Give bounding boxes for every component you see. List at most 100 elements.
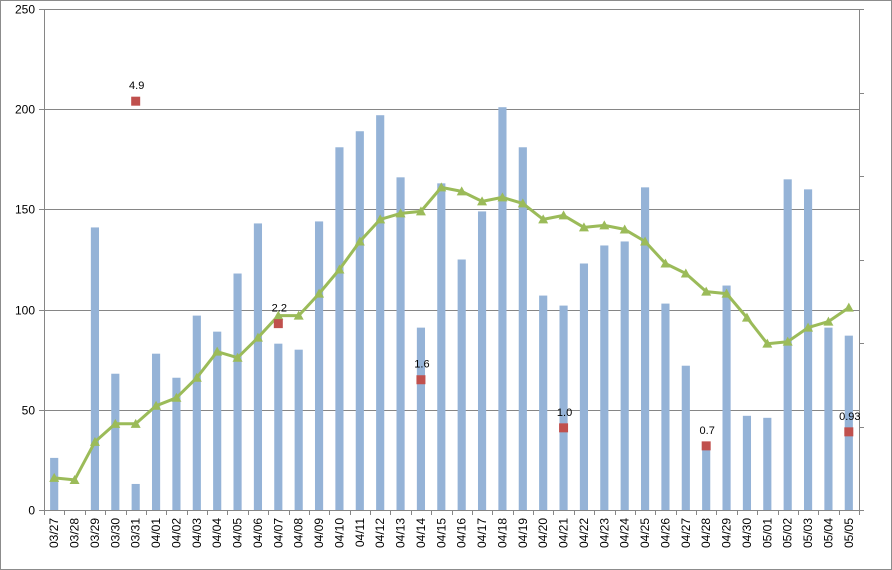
y-tick-label: 0 bbox=[28, 504, 35, 518]
x-tick-label: 05/03 bbox=[801, 518, 815, 548]
scatter-point bbox=[416, 375, 426, 385]
bar bbox=[844, 335, 853, 510]
bar bbox=[111, 373, 120, 510]
line-point bbox=[334, 264, 345, 274]
x-tick-label: 04/10 bbox=[332, 518, 346, 548]
scatter-series: 4.9 2.2 1.6 1.0 0.7 0.93 bbox=[129, 80, 861, 451]
line-point bbox=[314, 288, 325, 298]
x-tick-label: 04/04 bbox=[210, 518, 224, 548]
data-label: 2.2 bbox=[272, 303, 287, 315]
x-tick-label: 04/12 bbox=[373, 518, 387, 548]
bar bbox=[437, 183, 446, 510]
x-tick-label: 04/22 bbox=[577, 518, 591, 548]
x-tick-label: 04/17 bbox=[475, 518, 489, 548]
x-tick-label: 04/01 bbox=[149, 518, 163, 548]
y-tick-label: 250 bbox=[15, 3, 35, 17]
line-point bbox=[558, 210, 569, 220]
x-tick-label: 04/18 bbox=[495, 518, 509, 548]
x-tick-label: 04/06 bbox=[251, 518, 265, 548]
line-series bbox=[49, 182, 854, 484]
tick-labels: 0 50 100 150 200 250 03/27 03/28 03/29 03/30 03/31… bbox=[15, 3, 856, 549]
bar bbox=[702, 443, 711, 510]
x-tick-label: 04/25 bbox=[638, 518, 652, 548]
bar bbox=[314, 221, 324, 510]
line-point bbox=[354, 236, 365, 246]
x-tick-label: 04/15 bbox=[434, 518, 448, 548]
line-point bbox=[395, 208, 406, 218]
bar bbox=[416, 327, 426, 510]
line-point bbox=[477, 196, 488, 206]
bar bbox=[376, 115, 385, 510]
line-point bbox=[130, 418, 141, 428]
data-label: 4.9 bbox=[129, 80, 144, 92]
bar bbox=[763, 417, 772, 510]
line-point bbox=[151, 400, 162, 410]
line-point bbox=[843, 302, 854, 312]
y-tick-label: 200 bbox=[15, 103, 35, 117]
line-point bbox=[660, 258, 671, 268]
line-point bbox=[69, 474, 80, 484]
bar bbox=[151, 353, 161, 510]
x-tick-label: 04/29 bbox=[720, 518, 734, 548]
line-point bbox=[497, 192, 508, 202]
data-label: 1.0 bbox=[557, 407, 572, 419]
x-tick-label: 03/29 bbox=[88, 518, 102, 548]
bar bbox=[620, 241, 629, 511]
bar bbox=[213, 331, 222, 510]
line-point bbox=[680, 268, 691, 278]
bar bbox=[253, 223, 263, 511]
bar bbox=[477, 211, 487, 511]
bar bbox=[233, 273, 242, 510]
bar bbox=[640, 187, 650, 510]
x-tick-label: 05/01 bbox=[760, 518, 774, 548]
x-tick-label: 05/02 bbox=[781, 518, 795, 548]
scatter-point bbox=[844, 427, 854, 437]
x-tick-label: 04/30 bbox=[740, 518, 754, 548]
bar bbox=[824, 327, 833, 510]
line-point bbox=[212, 346, 223, 356]
x-tick-label: 04/28 bbox=[699, 518, 713, 548]
bar bbox=[50, 457, 59, 510]
line-point bbox=[89, 436, 100, 446]
x-tick-label: 04/14 bbox=[414, 518, 428, 548]
x-tick-label: 04/27 bbox=[679, 518, 693, 548]
x-tick-label: 03/27 bbox=[47, 518, 61, 548]
line-point bbox=[252, 332, 263, 342]
bar bbox=[131, 483, 140, 510]
bar bbox=[742, 415, 752, 510]
bar bbox=[192, 315, 201, 510]
line-point bbox=[599, 220, 610, 230]
x-tick-label: 04/02 bbox=[169, 518, 183, 548]
trend-line bbox=[54, 185, 850, 482]
line-point bbox=[803, 322, 814, 332]
line-point bbox=[191, 372, 202, 382]
bar bbox=[355, 131, 364, 510]
line-point bbox=[415, 206, 426, 216]
data-label: 0.93 bbox=[839, 411, 860, 423]
line-point bbox=[49, 472, 60, 482]
bar bbox=[559, 305, 568, 510]
x-tick-label: 03/30 bbox=[108, 518, 122, 548]
y-tick-label: 50 bbox=[22, 404, 36, 418]
data-label: 1.6 bbox=[414, 359, 429, 371]
x-tick-label: 04/23 bbox=[597, 518, 611, 548]
line-point bbox=[293, 310, 304, 320]
bar bbox=[681, 365, 690, 510]
x-tick-label: 04/05 bbox=[231, 518, 245, 548]
x-tick-label: 04/09 bbox=[312, 518, 326, 548]
x-tick-label: 04/08 bbox=[292, 518, 306, 548]
y-tick-label: 100 bbox=[15, 304, 35, 318]
line-point bbox=[517, 198, 528, 208]
x-tick-label: 04/13 bbox=[394, 518, 408, 548]
bar bbox=[661, 303, 670, 510]
line-point bbox=[823, 316, 834, 326]
line-point bbox=[456, 186, 467, 196]
line-point bbox=[273, 310, 284, 320]
scatter-point bbox=[131, 96, 141, 106]
line-point bbox=[171, 392, 182, 402]
bar bbox=[539, 295, 548, 510]
line-point bbox=[232, 352, 243, 362]
bar bbox=[294, 349, 303, 510]
